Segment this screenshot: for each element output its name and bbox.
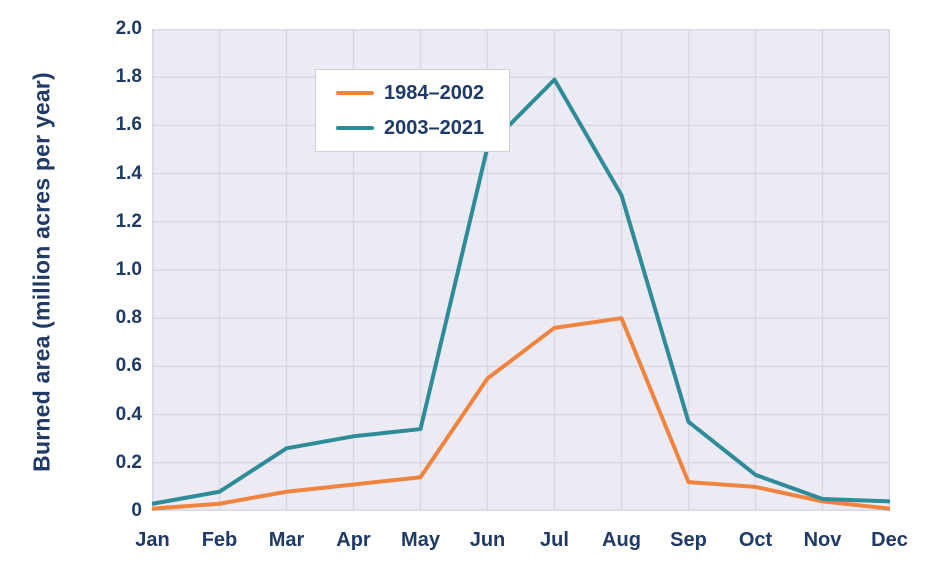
series-line-1984-2002 bbox=[152, 316, 890, 511]
plot-area: 1984–2002 2003–2021 bbox=[152, 29, 890, 511]
y-tick-label: 0.4 bbox=[115, 403, 142, 425]
y-tick-label: 1.4 bbox=[115, 162, 142, 184]
x-tick-label: Sep bbox=[670, 529, 707, 551]
y-tick-label: 1.6 bbox=[115, 114, 142, 136]
y-tick-label: 1.8 bbox=[115, 66, 142, 88]
x-tick-label: Apr bbox=[336, 529, 371, 551]
legend-swatch-2003-2021 bbox=[336, 125, 374, 131]
y-tick-label: 1.0 bbox=[115, 259, 142, 280]
x-tick-label: Jan bbox=[135, 529, 170, 551]
x-tick-label: Nov bbox=[803, 529, 842, 551]
y-tick-label: 2.0 bbox=[115, 18, 142, 39]
x-tick-label: Feb bbox=[201, 529, 238, 551]
x-tick-label: Dec bbox=[871, 529, 908, 551]
x-tick-label: Jun bbox=[469, 529, 506, 551]
legend-item-2003-2021: 2003–2021 bbox=[316, 117, 509, 140]
x-tick-label: Aug bbox=[602, 529, 641, 551]
y-tick-label: 0.8 bbox=[115, 307, 142, 329]
y-tick-label: 0 bbox=[131, 500, 142, 521]
y-tick-label: 1.2 bbox=[115, 210, 142, 232]
legend-label-1984-2002: 1984–2002 bbox=[384, 81, 485, 104]
legend-swatch-1984-2002 bbox=[336, 90, 374, 96]
y-tick-label: 0.2 bbox=[115, 451, 142, 473]
y-tick-label: 0.6 bbox=[115, 355, 142, 377]
legend: 1984–2002 2003–2021 bbox=[315, 69, 510, 152]
plot-border bbox=[152, 29, 890, 511]
legend-item-1984-2002: 1984–2002 bbox=[316, 82, 509, 105]
legend-label-2003-2021: 2003–2021 bbox=[384, 116, 485, 139]
plot-canvas bbox=[152, 29, 890, 511]
series-line-2003-2021 bbox=[152, 77, 890, 506]
x-tick-label: Oct bbox=[738, 529, 773, 551]
x-tick-label: Jul bbox=[540, 529, 569, 551]
x-tick-label: May bbox=[401, 529, 440, 551]
x-tick-label: Mar bbox=[268, 529, 305, 551]
